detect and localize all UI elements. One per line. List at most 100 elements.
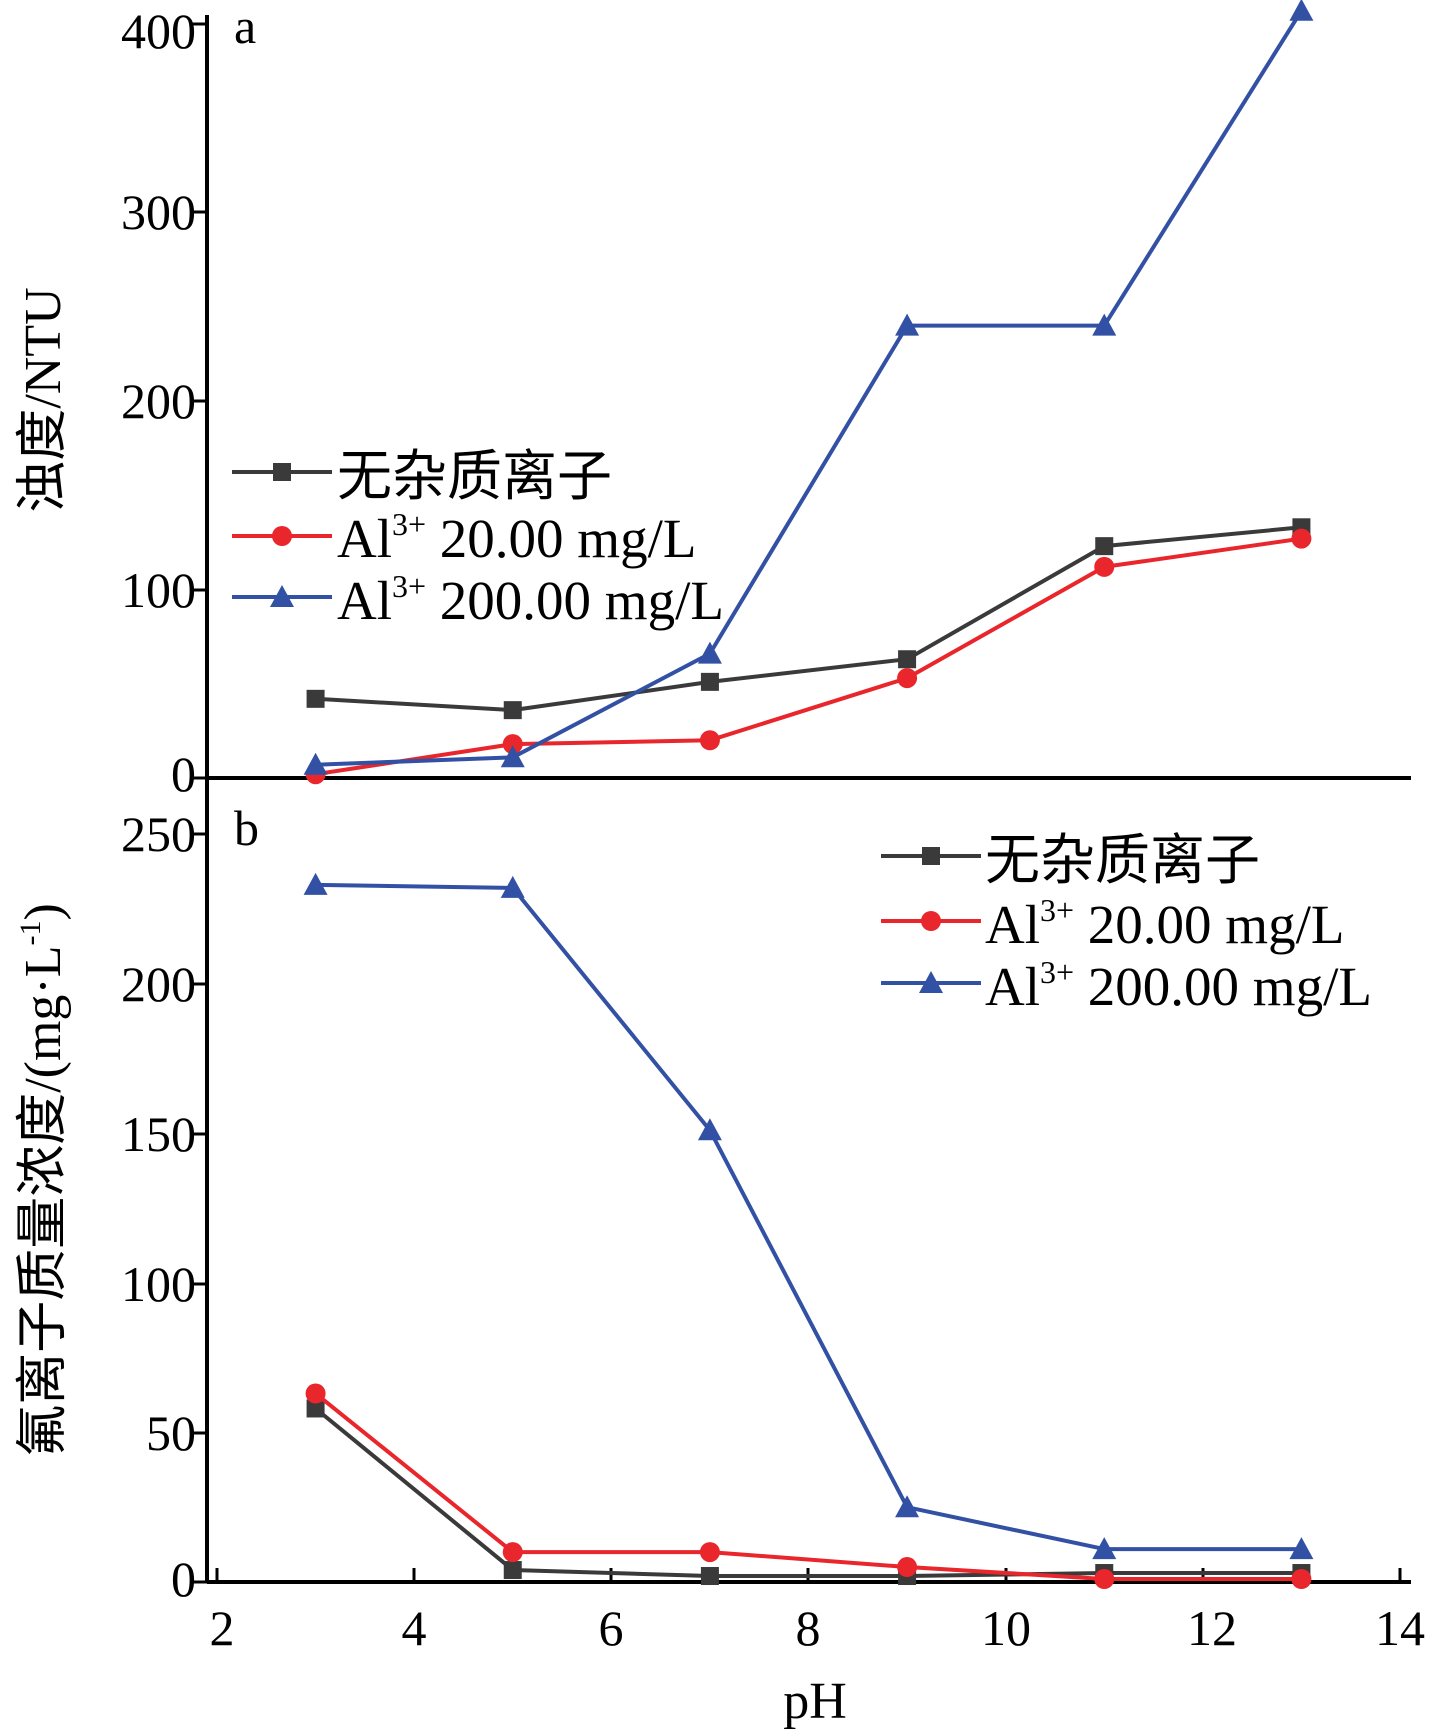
panel-b-label: b [234, 800, 259, 856]
panel-b-y-tick-labels: 0 50 100 150 200 250 [121, 806, 196, 1607]
panel-a-y-tick-label: 100 [121, 562, 196, 618]
panel-a-series-al-20-point [699, 730, 720, 751]
panel-b-y-ticks [193, 832, 207, 1584]
panel-a-series-no-impurity-point [700, 672, 719, 691]
panel-a-series-group [303, 0, 1314, 785]
panel-a-series-al-200-point [500, 745, 525, 768]
panel-b: b 0 50 100 150 200 250 [14, 778, 1425, 1730]
legend-item-no-impurity: 无杂质离子 [232, 446, 612, 507]
panel-b-x-tick-label: 14 [1375, 1600, 1425, 1656]
panel-b-y-tick-label: 150 [121, 1106, 196, 1162]
panel-b-y-tick-label: 50 [146, 1405, 196, 1461]
panel-b-y-axis-title-main: 氟离子质量浓度/(mg·L [15, 946, 72, 1457]
legend-label-prefix: Al [985, 956, 1040, 1017]
panel-a-y-axis-title: 浊度/NTU [15, 287, 72, 512]
panel-b-series-al-20-point [502, 1542, 523, 1563]
legend-label-prefix: Al [337, 570, 392, 631]
panel-b-series-al-20-line [314, 1391, 1302, 1581]
panel-a-y-tick-label: 400 [121, 3, 196, 59]
panel-a-series-al-20-point [1094, 556, 1115, 577]
panel-a-series-no-impurity-line [315, 525, 1302, 713]
legend-square-marker [922, 847, 940, 865]
panel-b-x-tick-label: 6 [599, 1600, 624, 1656]
legend-circle-marker [921, 911, 941, 931]
legend-label-al-20: Al3+ 20.00 mg/L [337, 506, 696, 569]
panel-b-x-tick-label: 2 [210, 1600, 235, 1656]
legend-label-prefix: Al [985, 894, 1040, 955]
panel-b-series-no-impurity-line [314, 1406, 1302, 1578]
legend-item-al-20: Al3+ 20.00 mg/L [881, 892, 1344, 955]
legend-item-al-200: Al3+ 200.00 mg/L [232, 568, 724, 631]
panel-a-series-al-200-point [303, 752, 328, 775]
panel-b-series-al-20-point [1094, 1569, 1115, 1590]
panel-a-series-al-200-point [697, 641, 722, 664]
panel-b-series-al-20-point [897, 1557, 918, 1578]
legend-triangle-marker [270, 585, 294, 607]
panel-b-y-axis-title: 氟离子质量浓度/(mg·L-1) [14, 903, 72, 1457]
legend-label-no-impurity: 无杂质离子 [337, 446, 612, 507]
legend-label-sup: 3+ [1040, 892, 1074, 928]
panel-b-y-tick-label: 100 [121, 1256, 196, 1312]
panel-b-series-no-impurity-point [700, 1567, 719, 1586]
panel-a-series-al-200-point [1092, 313, 1117, 336]
panel-a-series-no-impurity-point [306, 689, 325, 708]
panel-a-y-tick-label: 200 [121, 373, 196, 429]
panel-b-series-no-impurity-point [306, 1399, 325, 1418]
legend-item-no-impurity: 无杂质离子 [881, 830, 1260, 891]
panel-a-y-tick-label: 300 [121, 184, 196, 240]
panel-b-series-al-200-point [1289, 1537, 1314, 1560]
legend-triangle-marker [919, 971, 943, 993]
panel-b-x-tick-label: 12 [1187, 1600, 1237, 1656]
panel-a: a 0 100 200 300 400 浊度/NTU 无杂质离子 [15, 0, 1411, 802]
legend-item-al-200: Al3+ 200.00 mg/L [881, 954, 1372, 1017]
panel-b-series-no-impurity-point [503, 1561, 522, 1580]
legend-label-suffix: 20.00 mg/L [1074, 894, 1344, 955]
panel-b-series-al-200-point [500, 875, 525, 898]
panel-a-y-tick-label: 0 [171, 746, 196, 802]
panel-b-series-al-20-point [305, 1383, 326, 1404]
legend-label-sup: 3+ [392, 568, 426, 604]
panel-b-x-axis-title: pH [783, 1673, 847, 1730]
panel-b-y-axis-title-sup: -1 [14, 921, 47, 946]
panel-a-label: a [234, 0, 256, 54]
panel-b-x-tick-label: 8 [796, 1600, 821, 1656]
panel-b-legend: 无杂质离子 Al3+ 20.00 mg/L Al3+ 200.00 mg/L [881, 830, 1372, 1017]
panel-b-series-al-200-point [895, 1495, 920, 1518]
legend-label-sup: 3+ [392, 506, 426, 542]
panel-b-x-tick-label: 4 [402, 1600, 427, 1656]
panel-b-y-tick-label: 250 [121, 806, 196, 862]
legend-label-suffix: 20.00 mg/L [426, 508, 696, 569]
panel-a-series-al-200-point [895, 313, 920, 336]
panel-a-series-al-20-line [315, 536, 1302, 777]
legend-label-suffix: 200.00 mg/L [1074, 956, 1372, 1017]
panel-a-series-al-20-point [897, 668, 918, 689]
panel-b-series-al-200-point [697, 1118, 722, 1141]
legend-circle-marker [272, 526, 292, 546]
panel-b-y-tick-label: 200 [121, 956, 196, 1012]
panel-a-series-al-20-point [502, 734, 523, 755]
panel-a-legend: 无杂质离子 Al3+ 20.00 mg/L Al3+ 200.00 mg/L [232, 446, 724, 631]
legend-label-al-200: Al3+ 200.00 mg/L [985, 954, 1372, 1017]
panel-b-series-al-20-point [1291, 1569, 1312, 1590]
panel-a-series-al-200-point [1289, 0, 1314, 21]
legend-label-al-200: Al3+ 200.00 mg/L [337, 568, 724, 631]
legend-label-suffix: 200.00 mg/L [426, 570, 724, 631]
legend-label-al-20: Al3+ 20.00 mg/L [985, 892, 1344, 955]
panel-a-series-al-20-point [1291, 528, 1312, 549]
legend-square-marker [273, 463, 291, 481]
panel-b-x-tick-label: 10 [981, 1600, 1031, 1656]
panel-b-series-al-200-point [1092, 1537, 1117, 1560]
panel-a-y-ticks [193, 22, 207, 780]
panel-b-series-al-200-point [303, 872, 328, 895]
panel-b-y-tick-label: 0 [171, 1551, 196, 1607]
panel-a-series-al-200-line [315, 9, 1304, 767]
panel-b-series-group [303, 872, 1314, 1590]
legend-label-sup: 3+ [1040, 954, 1074, 990]
legend-item-al-20: Al3+ 20.00 mg/L [232, 506, 696, 569]
panel-b-series-al-200-line [315, 882, 1302, 1552]
legend-label-no-impurity: 无杂质离子 [985, 830, 1260, 891]
panel-b-y-axis-title-end: ) [15, 903, 72, 920]
panel-a-series-no-impurity-point [898, 650, 917, 669]
panel-a-series-no-impurity-point [503, 701, 522, 720]
